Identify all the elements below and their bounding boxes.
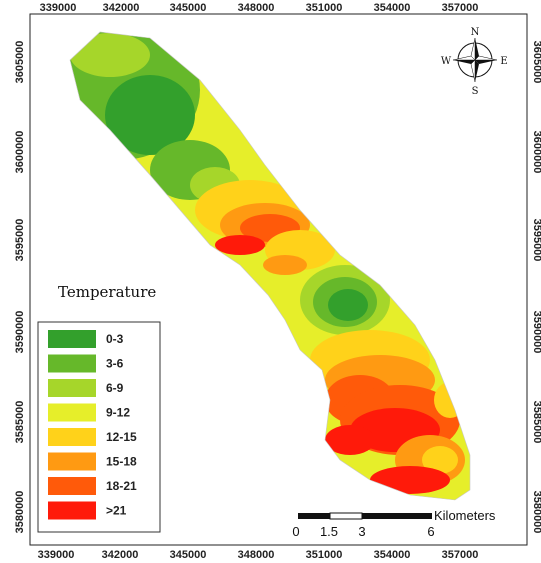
x-tick-bottom: 351000 [306, 549, 343, 561]
legend-swatch [48, 354, 96, 373]
legend-swatch [48, 428, 96, 446]
x-tick-bottom: 357000 [442, 549, 479, 561]
compass-north-label: N [471, 27, 480, 38]
y-axis-right: 3605000 3600000 3595000 3590000 3585000 … [531, 41, 541, 534]
x-tick-bottom: 354000 [374, 549, 411, 561]
x-tick-bottom: 342000 [102, 549, 139, 561]
compass-rose-icon: N S E W [441, 27, 508, 97]
x-tick-bottom: 348000 [238, 549, 275, 561]
y-tick-left: 3580000 [14, 491, 26, 534]
y-tick-right: 3595000 [531, 219, 541, 262]
compass-south-label: S [472, 86, 479, 97]
compass-east-label: E [500, 56, 507, 67]
x-tick-top: 354000 [374, 2, 411, 14]
legend-label: 18-21 [106, 479, 137, 493]
compass-west-label: W [441, 56, 452, 67]
legend-swatch [48, 501, 96, 520]
scale-tick-label: 1.5 [320, 524, 338, 539]
x-tick-top: 348000 [238, 2, 275, 14]
scale-tick-label: 3 [358, 524, 365, 539]
legend-label: 9-12 [106, 406, 130, 420]
x-tick-bottom: 345000 [170, 549, 207, 561]
x-tick-top: 339000 [40, 2, 77, 14]
legend-label: 3-6 [106, 357, 124, 371]
legend-label: 12-15 [106, 430, 137, 444]
legend-swatch [48, 477, 96, 495]
y-tick-right: 3590000 [531, 311, 541, 354]
scale-bar: 0 1.5 3 6 Kilometers [292, 508, 496, 539]
legend-label: 15-18 [106, 455, 137, 469]
y-axis-left: 3605000 3600000 3595000 3590000 3585000 … [14, 41, 26, 534]
y-tick-left: 3600000 [14, 131, 26, 174]
x-tick-top: 357000 [442, 2, 479, 14]
y-tick-left: 3590000 [14, 311, 26, 354]
legend-swatch [48, 403, 96, 422]
legend-title: Temperature [58, 283, 156, 301]
x-tick-bottom: 339000 [38, 549, 75, 561]
x-tick-top: 345000 [170, 2, 207, 14]
legend: 0-3 3-6 6-9 9-12 12-15 15-18 18-21 >21 [37, 321, 161, 533]
y-tick-right: 3585000 [531, 401, 541, 444]
scale-tick-label: 0 [292, 524, 299, 539]
scale-tick-label: 6 [427, 524, 434, 539]
x-axis-bottom: 339000 342000 345000 348000 351000 35400… [38, 549, 479, 561]
legend-swatch [48, 452, 96, 471]
y-tick-right: 3600000 [531, 131, 541, 174]
x-axis-top: 339000 342000 345000 348000 351000 35400… [40, 2, 479, 14]
legend-label: 0-3 [106, 332, 124, 346]
legend-swatch [48, 379, 96, 397]
x-tick-top: 351000 [306, 2, 343, 14]
y-tick-right: 3580000 [531, 491, 541, 534]
legend-label: >21 [106, 504, 127, 518]
legend-label: 6-9 [106, 381, 124, 395]
y-tick-left: 3605000 [14, 41, 26, 84]
y-tick-left: 3585000 [14, 401, 26, 444]
legend-swatch [48, 330, 96, 348]
scale-unit-label: Kilometers [434, 508, 496, 523]
y-tick-right: 3605000 [531, 41, 541, 84]
y-tick-left: 3595000 [14, 219, 26, 262]
x-tick-top: 342000 [103, 2, 140, 14]
